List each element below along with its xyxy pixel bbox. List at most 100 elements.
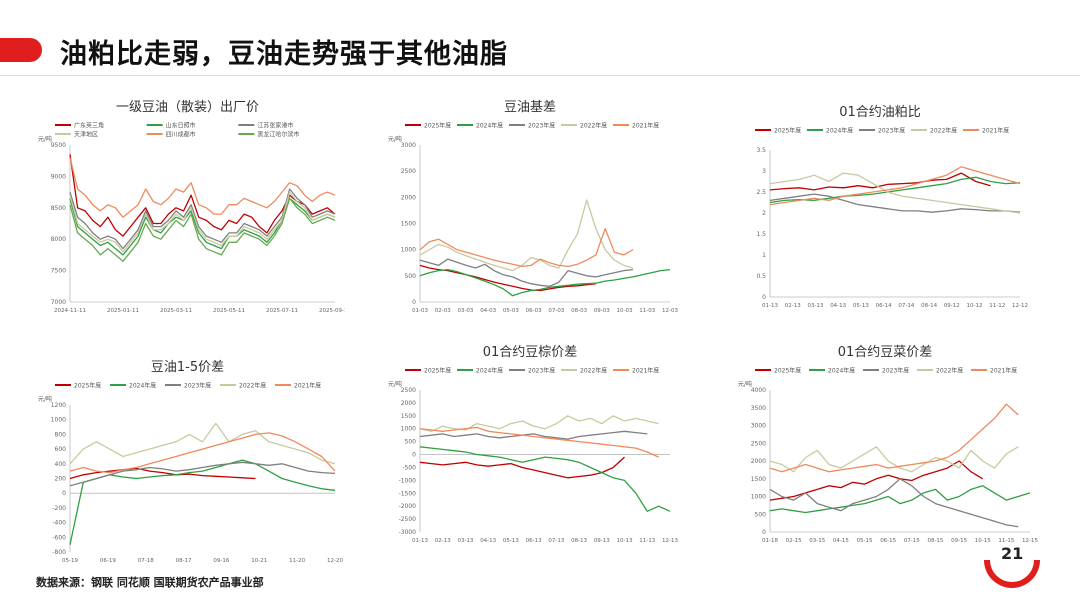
- y-tick-label: 1000: [401, 426, 416, 433]
- y-tick-label: 0: [762, 529, 766, 536]
- x-tick-label: 05-19: [62, 558, 78, 564]
- x-tick-label: 06-14: [876, 303, 892, 309]
- chart-title: 01合约油粕比: [839, 105, 921, 120]
- x-tick-label: 03-13: [807, 303, 823, 309]
- y-tick-label: -2500: [399, 516, 417, 523]
- x-tick-label: 02-15: [786, 538, 802, 544]
- x-tick-label: 04-03: [480, 308, 496, 314]
- legend-label: 2021年度: [294, 382, 321, 390]
- legend-label: 2023年度: [528, 367, 555, 375]
- chart-soybean-oil-1-5-spread: 豆油1-5价差 2025年度 2024年度 2023年度 2022年度 2021年度 元/吨…: [30, 355, 345, 570]
- y-tick-label: 2000: [401, 400, 416, 407]
- chart-title: 01合约豆棕价差: [483, 345, 578, 360]
- series-line: [69, 157, 336, 218]
- y-tick-label: 9500: [51, 142, 66, 149]
- y-tick-label: 9000: [51, 173, 66, 180]
- series-line: [69, 467, 256, 480]
- x-tick-label: 02-13: [785, 303, 801, 309]
- x-tick-label: 07-13: [548, 538, 564, 544]
- x-tick-label: 03-03: [457, 308, 473, 314]
- y-axis-label: 元/吨: [738, 380, 752, 388]
- x-tick-label: 08-15: [927, 538, 943, 544]
- x-tick-label: 04-15: [833, 538, 849, 544]
- chart-title: 豆油1-5价差: [151, 360, 224, 375]
- x-tick-label: 12-15: [1022, 538, 1038, 544]
- y-tick-label: 1000: [51, 417, 66, 424]
- x-tick-label: 11-20: [289, 558, 305, 564]
- corner-decoration: [984, 560, 1040, 588]
- x-tick-label: 11-12: [989, 303, 1005, 309]
- x-tick-label: 09-15: [951, 538, 967, 544]
- page-number: 21: [1001, 544, 1024, 563]
- x-tick-label: 2025-01-11: [107, 308, 139, 314]
- x-tick-label: 04-13: [480, 538, 496, 544]
- x-tick-label: 01-03: [412, 308, 428, 314]
- chart-oil-meal-ratio: 01合约油粕比 2025年度 2024年度 2023年度 2022年度 2021年度 3.5…: [730, 100, 1030, 315]
- series-line: [419, 415, 659, 432]
- y-tick-label: 0: [412, 452, 416, 459]
- series-line: [69, 422, 336, 465]
- legend-label: 2021年度: [632, 367, 659, 375]
- x-tick-label: 2025-07-11: [266, 308, 298, 314]
- x-tick-label: 09-12: [944, 303, 960, 309]
- y-tick-label: -500: [402, 464, 416, 471]
- y-tick-label: -200: [52, 505, 66, 512]
- legend-label: 山东日照市: [166, 122, 196, 130]
- legend-label: 四川成都市: [166, 131, 196, 139]
- y-tick-label: 3000: [401, 142, 416, 149]
- chart-svg: 01合约豆棕价差 2025年度 2024年度 2023年度 2022年度 2021年度元/…: [388, 345, 678, 544]
- chart-soybean-oil-price: 一级豆油（散装）出厂价 广东英三角 山东日照市 江苏张家港市 天津地区 四川成都市 黑龙江哈…: [30, 95, 345, 320]
- legend-label: 2024年度: [476, 367, 503, 375]
- y-axis-label: 元/吨: [388, 380, 402, 388]
- data-source-note: 数据来源：钢联 同花顺 国联期货农产品事业部: [36, 576, 264, 589]
- y-tick-label: 0: [762, 294, 766, 301]
- x-tick-label: 12-13: [662, 538, 678, 544]
- y-tick-label: -600: [52, 534, 66, 541]
- y-tick-label: 1200: [51, 402, 66, 409]
- legend-label: 2025年度: [424, 122, 451, 130]
- y-tick-label: 1.5: [756, 231, 766, 238]
- series-line: [419, 426, 659, 458]
- y-tick-label: 0: [412, 299, 416, 306]
- x-tick-label: 2025-03-11: [160, 308, 192, 314]
- x-tick-label: 09-16: [213, 558, 229, 564]
- series-line: [769, 460, 984, 501]
- y-tick-label: 400: [55, 461, 67, 468]
- y-tick-label: 1500: [401, 413, 416, 420]
- y-tick-label: -400: [52, 520, 66, 527]
- x-tick-label: 01-13: [762, 303, 778, 309]
- legend-label: 2022年度: [580, 367, 607, 375]
- chart-svg: 01合约豆菜价差 2025年度 2024年度 2023年度 2022年度 2021年度元/…: [738, 345, 1038, 544]
- y-tick-label: 600: [55, 446, 67, 453]
- legend-label: 2021年度: [990, 367, 1017, 375]
- x-tick-label: 2024-11-11: [54, 308, 86, 314]
- chart-soy-palm-spread: 01合约豆棕价差 2025年度 2024年度 2023年度 2022年度 2021年度 元/…: [380, 340, 680, 550]
- series-line: [69, 188, 336, 250]
- y-tick-label: 1000: [401, 247, 416, 254]
- x-tick-label: 10-15: [975, 538, 991, 544]
- chart-soybean-oil-basis: 豆油基差 2025年度 2024年度 2023年度 2022年度 2021年度 元/吨 300…: [380, 95, 680, 320]
- x-tick-label: 03-13: [457, 538, 473, 544]
- x-tick-label: 06-15: [880, 538, 896, 544]
- x-tick-label: 2025-09-11: [319, 308, 345, 314]
- x-tick-label: 11-15: [998, 538, 1014, 544]
- x-tick-label: 07-18: [138, 558, 154, 564]
- series-line: [769, 446, 1019, 473]
- x-tick-label: 02-03: [435, 308, 451, 314]
- legend-label: 2024年度: [129, 382, 156, 390]
- y-tick-label: 500: [755, 511, 767, 518]
- y-tick-label: 3.5: [756, 147, 766, 154]
- series-line: [69, 154, 336, 237]
- legend-label: 2022年度: [239, 382, 266, 390]
- series-line: [769, 193, 1021, 213]
- y-axis-label: 元/吨: [38, 395, 52, 403]
- y-axis-label: 元/吨: [388, 135, 402, 143]
- y-tick-label: -1000: [399, 477, 417, 484]
- x-tick-label: 10-12: [967, 303, 983, 309]
- x-tick-label: 10-13: [617, 538, 633, 544]
- y-tick-label: 1000: [751, 494, 766, 501]
- legend-label: 天津地区: [74, 131, 98, 139]
- series-line: [419, 456, 625, 479]
- legend-label: 2023年度: [878, 127, 905, 135]
